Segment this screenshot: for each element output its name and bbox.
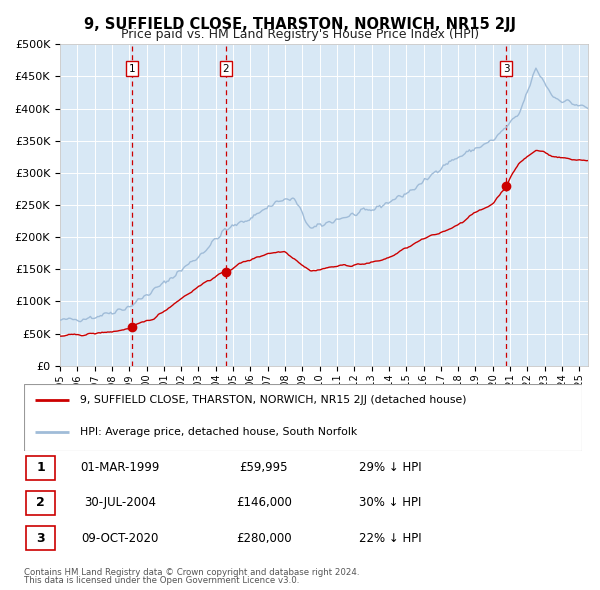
Text: This data is licensed under the Open Government Licence v3.0.: This data is licensed under the Open Gov… bbox=[24, 576, 299, 585]
Text: 9, SUFFIELD CLOSE, THARSTON, NORWICH, NR15 2JJ: 9, SUFFIELD CLOSE, THARSTON, NORWICH, NR… bbox=[84, 17, 516, 31]
Text: 30% ↓ HPI: 30% ↓ HPI bbox=[359, 496, 421, 510]
Text: Contains HM Land Registry data © Crown copyright and database right 2024.: Contains HM Land Registry data © Crown c… bbox=[24, 568, 359, 577]
Text: 2: 2 bbox=[36, 496, 45, 510]
Text: 01-MAR-1999: 01-MAR-1999 bbox=[80, 461, 160, 474]
Text: £59,995: £59,995 bbox=[240, 461, 288, 474]
Text: 2: 2 bbox=[223, 64, 229, 74]
Text: 9, SUFFIELD CLOSE, THARSTON, NORWICH, NR15 2JJ (detached house): 9, SUFFIELD CLOSE, THARSTON, NORWICH, NR… bbox=[80, 395, 466, 405]
FancyBboxPatch shape bbox=[26, 526, 55, 550]
FancyBboxPatch shape bbox=[26, 455, 55, 480]
Text: 1: 1 bbox=[36, 461, 45, 474]
Text: 3: 3 bbox=[503, 64, 509, 74]
Text: 30-JUL-2004: 30-JUL-2004 bbox=[84, 496, 156, 510]
Text: 1: 1 bbox=[129, 64, 136, 74]
FancyBboxPatch shape bbox=[24, 384, 582, 451]
Text: 3: 3 bbox=[36, 532, 45, 545]
Text: 22% ↓ HPI: 22% ↓ HPI bbox=[359, 532, 421, 545]
Text: Price paid vs. HM Land Registry's House Price Index (HPI): Price paid vs. HM Land Registry's House … bbox=[121, 28, 479, 41]
Text: £280,000: £280,000 bbox=[236, 532, 292, 545]
Text: 09-OCT-2020: 09-OCT-2020 bbox=[82, 532, 158, 545]
Text: £146,000: £146,000 bbox=[236, 496, 292, 510]
Text: 29% ↓ HPI: 29% ↓ HPI bbox=[359, 461, 421, 474]
Text: HPI: Average price, detached house, South Norfolk: HPI: Average price, detached house, Sout… bbox=[80, 427, 357, 437]
FancyBboxPatch shape bbox=[26, 491, 55, 515]
